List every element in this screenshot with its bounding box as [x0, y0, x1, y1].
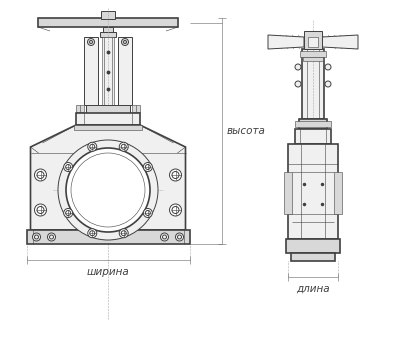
Circle shape: [143, 209, 152, 218]
Bar: [100, 32, 116, 37]
Circle shape: [325, 81, 331, 87]
Bar: [334, 172, 342, 214]
Circle shape: [88, 229, 97, 238]
Circle shape: [48, 233, 56, 241]
Bar: [300, 51, 326, 57]
Bar: [308, 37, 318, 47]
Bar: [86, 105, 130, 113]
Circle shape: [32, 233, 40, 241]
Bar: [102, 37, 114, 105]
Circle shape: [66, 148, 150, 232]
Circle shape: [88, 38, 94, 46]
Bar: [26, 230, 190, 244]
Bar: [295, 121, 331, 127]
Bar: [299, 119, 327, 129]
Bar: [295, 129, 331, 144]
Bar: [304, 31, 322, 49]
Bar: [302, 49, 324, 119]
Bar: [303, 57, 323, 61]
Circle shape: [170, 169, 182, 181]
Bar: [38, 18, 178, 27]
Text: высота: высота: [226, 126, 265, 136]
Circle shape: [58, 140, 158, 240]
Bar: [118, 37, 132, 105]
Circle shape: [119, 229, 128, 238]
Circle shape: [64, 209, 73, 218]
Polygon shape: [322, 35, 358, 49]
Bar: [76, 113, 140, 125]
Circle shape: [119, 142, 128, 151]
Circle shape: [88, 142, 97, 151]
Circle shape: [160, 233, 168, 241]
Circle shape: [143, 163, 152, 172]
Bar: [74, 125, 142, 130]
Circle shape: [34, 169, 46, 181]
Circle shape: [295, 81, 301, 87]
Bar: [286, 239, 340, 253]
Polygon shape: [268, 35, 304, 49]
Circle shape: [64, 163, 73, 172]
Circle shape: [170, 204, 182, 216]
Bar: [84, 37, 98, 105]
Bar: [103, 27, 113, 32]
Circle shape: [122, 38, 128, 46]
Bar: [76, 105, 84, 112]
Bar: [132, 105, 140, 112]
Text: ширина: ширина: [87, 267, 129, 277]
Text: длина: длина: [296, 284, 330, 294]
Bar: [288, 144, 338, 239]
Bar: [101, 11, 115, 19]
Polygon shape: [30, 125, 186, 230]
Circle shape: [176, 233, 184, 241]
Circle shape: [325, 64, 331, 70]
Circle shape: [34, 204, 46, 216]
Bar: [291, 253, 335, 261]
Bar: [284, 172, 292, 214]
Circle shape: [295, 64, 301, 70]
